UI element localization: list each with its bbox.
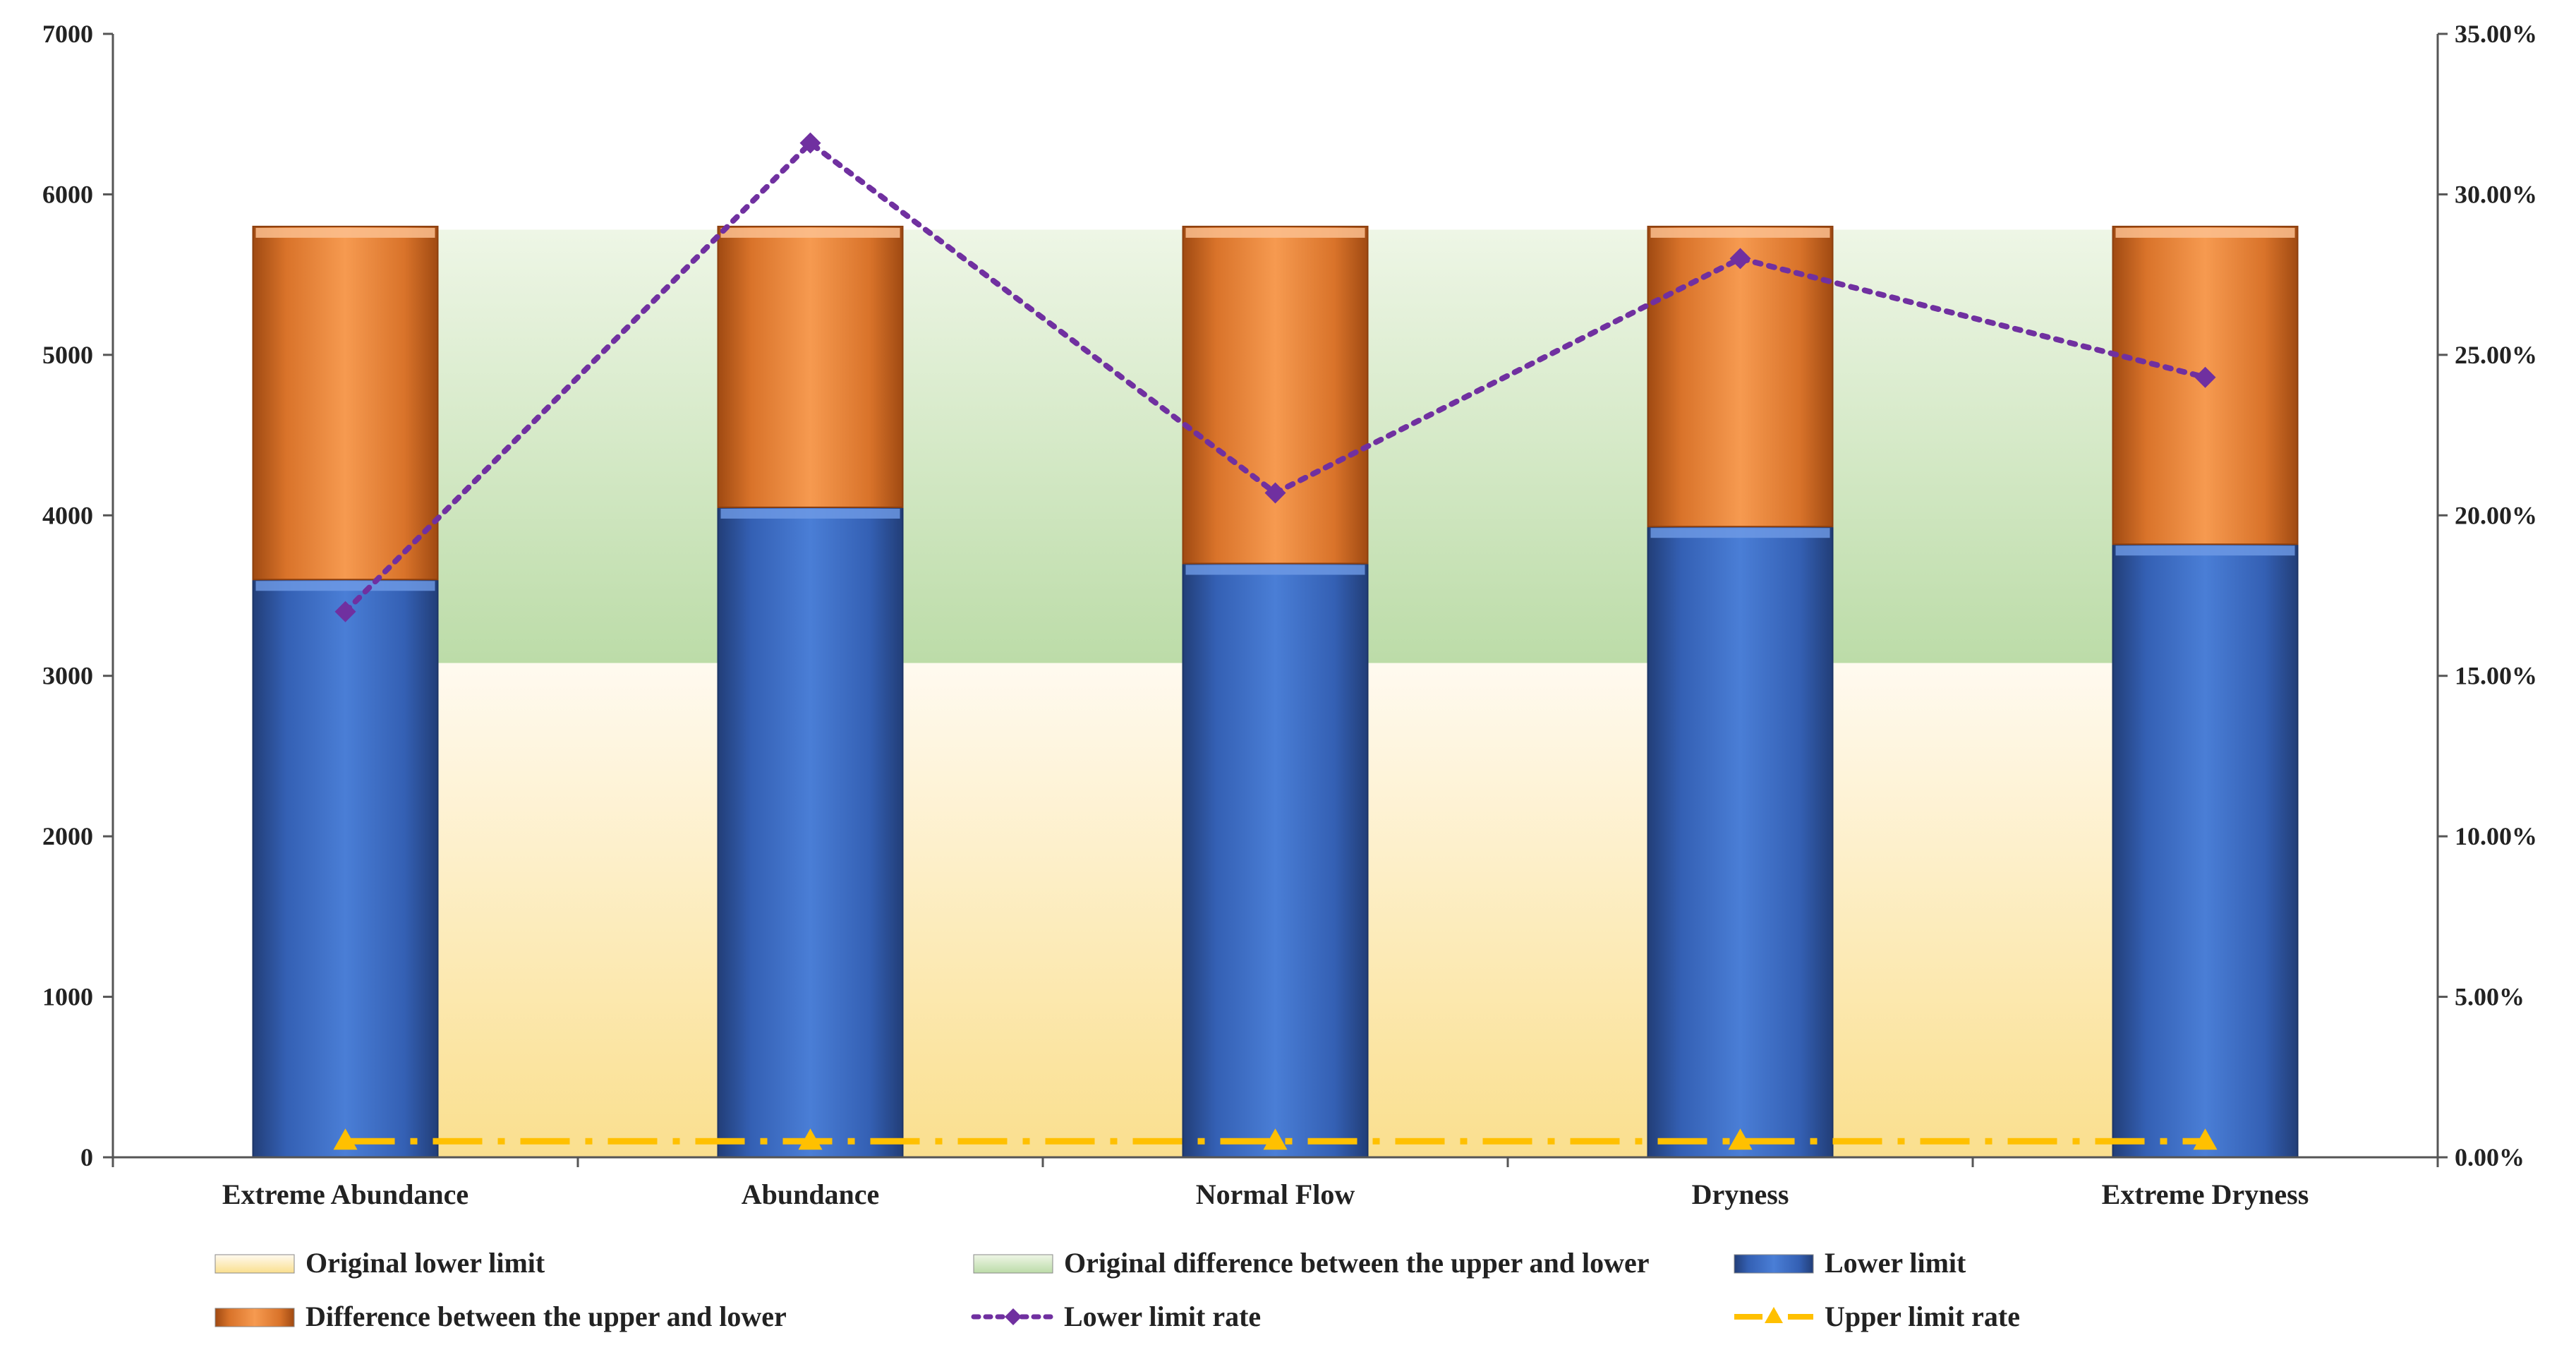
category-label: Dryness	[1692, 1178, 1789, 1210]
bar-lower-limit	[717, 506, 904, 1158]
category-label: Abundance	[742, 1178, 880, 1210]
legend: Original lower limit Original difference …	[214, 1247, 2020, 1332]
legend-label: Upper limit rate	[1825, 1301, 2020, 1332]
bar-difference-bevel	[1650, 227, 1830, 238]
left-tick-label: 6000	[42, 180, 93, 208]
upper-limit-rate-point	[2193, 1128, 2218, 1150]
upper-limit-rate-point	[798, 1128, 823, 1150]
legend-label: Original lower limit	[306, 1247, 545, 1279]
category-label: Extreme Abundance	[222, 1178, 468, 1210]
bar-difference-bevel	[1185, 227, 1365, 238]
bar-lower-limit-bevel	[2115, 545, 2295, 556]
legend-swatch	[214, 1308, 295, 1327]
legend-label: Difference between the upper and lower	[306, 1301, 787, 1332]
right-tick-label: 0.00%	[2455, 1143, 2524, 1171]
left-tick-label: 0	[80, 1143, 93, 1171]
bar-lower-limit	[1182, 562, 1369, 1158]
rate-lines	[333, 132, 2218, 1150]
right-tick-label: 5.00%	[2455, 983, 2524, 1011]
lower-limit-rate-point	[1729, 248, 1751, 270]
left-tick-label: 5000	[42, 341, 93, 369]
bar-difference-bevel	[2115, 227, 2295, 238]
bar-difference-bevel	[720, 227, 900, 238]
axes: 0 1000 2000 3000 4000 5000 6000 7000 0.00% 5.00% 1…	[42, 20, 2537, 1210]
lower-limit-rate-point	[799, 132, 821, 154]
legend-label: Lower limit rate	[1064, 1301, 1261, 1332]
upper-limit-rate-point	[1728, 1128, 1753, 1150]
bar-lower-limit-bevel	[720, 508, 900, 519]
bar-lower-limit	[1647, 526, 1834, 1158]
bar-lower-limit-bevel	[1185, 565, 1365, 575]
left-tick-label: 2000	[42, 822, 93, 850]
right-tick-label: 25.00%	[2455, 341, 2537, 369]
category-label: Extreme Dryness	[2102, 1178, 2309, 1210]
right-tick-label: 15.00%	[2455, 662, 2537, 690]
right-tick-label: 35.00%	[2455, 20, 2537, 48]
upper-limit-rate-point	[1263, 1128, 1288, 1150]
bar-difference	[717, 225, 904, 508]
right-tick-label: 30.00%	[2455, 180, 2537, 208]
left-tick-label: 1000	[42, 983, 93, 1011]
upper-limit-rate-point	[333, 1128, 358, 1150]
left-tick-label: 3000	[42, 662, 93, 690]
legend-marker	[1005, 1308, 1022, 1325]
legend-swatch	[1734, 1254, 1814, 1274]
bar-difference-bevel	[255, 227, 435, 238]
bar-lower-limit	[252, 579, 439, 1158]
bar-difference	[1182, 225, 1369, 565]
lower-limit-rate-point	[1264, 482, 1286, 504]
lower-limit-rate-point	[334, 601, 356, 622]
right-tick-label: 20.00%	[2455, 501, 2537, 529]
bar-lower-limit-bevel	[255, 581, 435, 591]
right-tick-label: 10.00%	[2455, 822, 2537, 850]
bars	[252, 225, 2299, 1158]
lower-limit-rate-point	[2194, 366, 2216, 388]
legend-swatch	[214, 1254, 295, 1274]
bar-lower-limit-bevel	[1650, 528, 1830, 538]
bar-lower-limit	[2112, 543, 2299, 1158]
bar-difference	[1647, 225, 1834, 528]
legend-label: Original difference between the upper an…	[1064, 1247, 1650, 1279]
category-label: Normal Flow	[1196, 1178, 1355, 1210]
left-tick-label: 7000	[42, 20, 93, 48]
left-tick-label: 4000	[42, 501, 93, 529]
legend-label: Lower limit	[1825, 1247, 1966, 1279]
legend-swatch	[973, 1254, 1053, 1274]
legend-marker	[1765, 1307, 1783, 1323]
bar-difference	[252, 225, 439, 581]
